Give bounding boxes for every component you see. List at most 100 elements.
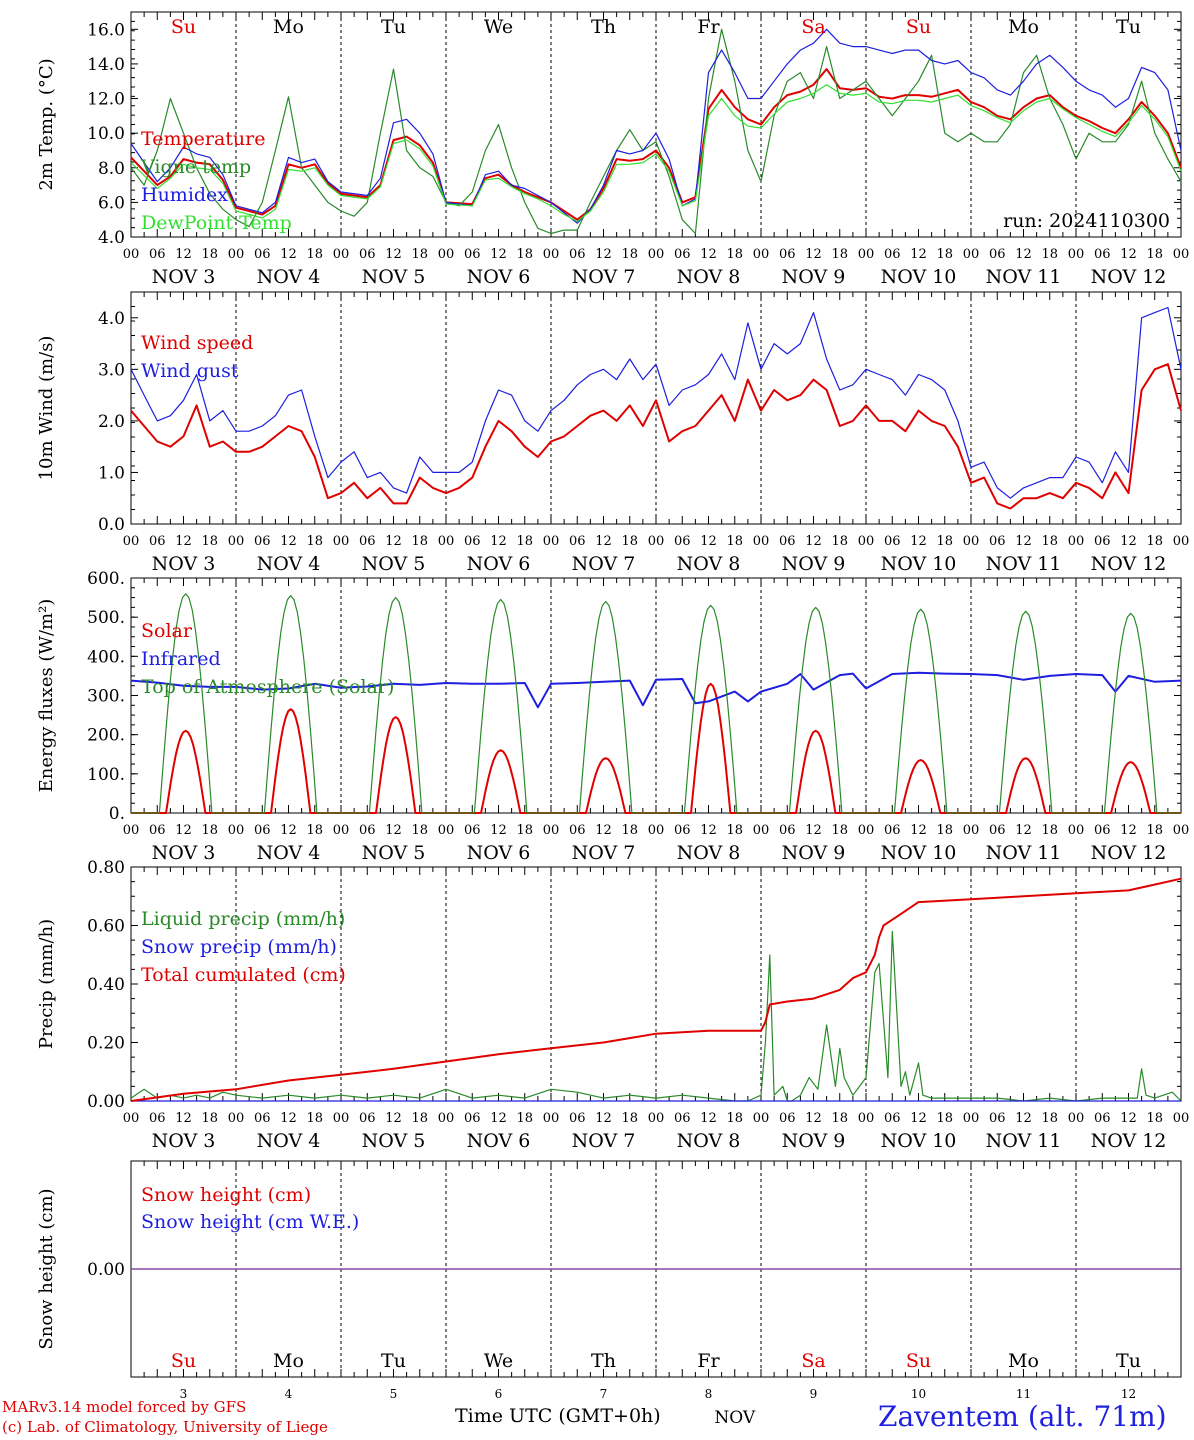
temperature-legend-entry: Humidex bbox=[141, 184, 228, 206]
snow-day-name: Tu bbox=[381, 1350, 406, 1372]
wind-hour-tick-label: 00 bbox=[648, 534, 665, 549]
temperature-hour-tick-label: 00 bbox=[1173, 247, 1190, 262]
temperature-hour-tick-label: 12 bbox=[280, 247, 297, 262]
energy-hour-tick-label: 18 bbox=[306, 823, 323, 838]
wind-date-label: NOV 11 bbox=[986, 553, 1062, 575]
snow-day-name: Th bbox=[591, 1350, 616, 1372]
bottom-day-number: 12 bbox=[1121, 1387, 1136, 1401]
temperature-date-label: NOV 12 bbox=[1091, 266, 1167, 288]
temperature-hour-tick-label: 12 bbox=[1015, 247, 1032, 262]
model-credit: MARv3.14 model forced by GFS bbox=[2, 1398, 247, 1416]
wind-hour-tick-label: 18 bbox=[1041, 534, 1058, 549]
precip-hour-tick-label: 06 bbox=[989, 1111, 1006, 1126]
precip-date-label: NOV 5 bbox=[362, 1130, 426, 1152]
wind-hour-tick-label: 12 bbox=[280, 534, 297, 549]
temperature-hour-tick-label: 06 bbox=[989, 247, 1006, 262]
wind-date-label: NOV 5 bbox=[362, 553, 426, 575]
x-axis-label: Time UTC (GMT+0h) bbox=[455, 1405, 661, 1427]
wind-hour-tick-label: 18 bbox=[306, 534, 323, 549]
energy-hour-tick-label: 06 bbox=[1094, 823, 1111, 838]
precip-hour-tick-label: 12 bbox=[175, 1111, 192, 1126]
wind-hour-tick-label: 00 bbox=[963, 534, 980, 549]
energy-date-label: NOV 9 bbox=[782, 842, 846, 864]
temperature-hour-tick-label: 06 bbox=[359, 247, 376, 262]
precip-hour-tick-label: 18 bbox=[201, 1111, 218, 1126]
energy-y-tick-label: 400. bbox=[87, 647, 125, 667]
snow-y-tick-label: 0.00 bbox=[87, 1260, 125, 1280]
energy-hour-tick-label: 06 bbox=[569, 823, 586, 838]
precip-hour-tick-label: 00 bbox=[333, 1111, 350, 1126]
energy-legend-entry: Solar bbox=[141, 620, 193, 642]
temperature-hour-tick-label: 06 bbox=[569, 247, 586, 262]
energy-hour-tick-label: 18 bbox=[621, 823, 638, 838]
wind-hour-tick-label: 00 bbox=[123, 534, 140, 549]
precip-hour-tick-label: 18 bbox=[516, 1111, 533, 1126]
temperature-day-name: Tu bbox=[1116, 16, 1141, 38]
energy-y-tick-label: 0. bbox=[109, 804, 125, 824]
wind-legend-entry: Wind speed bbox=[141, 332, 253, 354]
temperature-hour-tick-label: 18 bbox=[516, 247, 533, 262]
wind-hour-tick-label: 18 bbox=[726, 534, 743, 549]
energy-hour-tick-label: 18 bbox=[1146, 823, 1163, 838]
energy-y-axis-title: Energy fluxes (W/m²) bbox=[36, 599, 57, 793]
precip-hour-tick-label: 00 bbox=[753, 1111, 770, 1126]
temperature-series-line bbox=[130, 68, 1182, 221]
temperature-day-name: We bbox=[484, 16, 513, 38]
energy-date-label: NOV 4 bbox=[257, 842, 321, 864]
energy-hour-tick-label: 12 bbox=[490, 823, 507, 838]
temperature-date-label: NOV 9 bbox=[782, 266, 846, 288]
bottom-day-number: 7 bbox=[600, 1387, 608, 1401]
energy-hour-tick-label: 18 bbox=[936, 823, 953, 838]
energy-date-label: NOV 8 bbox=[677, 842, 741, 864]
energy-y-tick-label: 600. bbox=[87, 569, 125, 589]
precip-date-label: NOV 12 bbox=[1091, 1130, 1167, 1152]
temperature-hour-tick-label: 18 bbox=[306, 247, 323, 262]
precip-hour-tick-label: 12 bbox=[1120, 1111, 1137, 1126]
precip-legend-entry: Snow precip (mm/h) bbox=[141, 936, 337, 958]
wind-series-line bbox=[130, 363, 1182, 510]
energy-hour-tick-label: 12 bbox=[700, 823, 717, 838]
wind-date-label: NOV 12 bbox=[1091, 553, 1167, 575]
energy-hour-tick-label: 00 bbox=[1173, 823, 1190, 838]
wind-date-label: NOV 7 bbox=[572, 553, 636, 575]
wind-hour-tick-label: 12 bbox=[700, 534, 717, 549]
precip-hour-tick-label: 06 bbox=[674, 1111, 691, 1126]
energy-hour-tick-label: 00 bbox=[543, 823, 560, 838]
wind-hour-tick-label: 06 bbox=[1094, 534, 1111, 549]
temperature-day-name: Th bbox=[591, 16, 616, 38]
snow-y-axis-title: Snow height (cm) bbox=[36, 1188, 57, 1349]
snow-day-name: Sa bbox=[801, 1350, 825, 1372]
precip-date-label: NOV 6 bbox=[467, 1130, 531, 1152]
precip-hour-tick-label: 00 bbox=[648, 1111, 665, 1126]
wind-hour-tick-label: 18 bbox=[831, 534, 848, 549]
temperature-series-line bbox=[130, 84, 1182, 222]
wind-hour-tick-label: 00 bbox=[1068, 534, 1085, 549]
wind-legend-entry: Wind gust bbox=[141, 360, 239, 382]
energy-hour-tick-label: 06 bbox=[884, 823, 901, 838]
temperature-legend-entry: Temperature bbox=[141, 128, 265, 150]
energy-hour-tick-label: 18 bbox=[831, 823, 848, 838]
bottom-day-number: 10 bbox=[911, 1387, 926, 1401]
energy-date-label: NOV 12 bbox=[1091, 842, 1167, 864]
bottom-day-number: 3 bbox=[180, 1387, 188, 1401]
temperature-date-label: NOV 4 bbox=[257, 266, 321, 288]
precip-hour-tick-label: 00 bbox=[1068, 1111, 1085, 1126]
bottom-day-number: 5 bbox=[390, 1387, 398, 1401]
temperature-y-tick-label: 16.0 bbox=[87, 20, 125, 40]
temperature-day-name: Mo bbox=[273, 16, 304, 38]
temperature-day-name: Tu bbox=[381, 16, 406, 38]
wind-hour-tick-label: 06 bbox=[884, 534, 901, 549]
wind-hour-tick-label: 06 bbox=[254, 534, 271, 549]
precip-hour-tick-label: 18 bbox=[621, 1111, 638, 1126]
energy-date-label: NOV 5 bbox=[362, 842, 426, 864]
precip-y-tick-label: 0.60 bbox=[87, 917, 125, 937]
precip-date-label: NOV 11 bbox=[986, 1130, 1062, 1152]
temperature-hour-tick-label: 12 bbox=[385, 247, 402, 262]
precip-hour-tick-label: 00 bbox=[438, 1111, 455, 1126]
precip-panel bbox=[130, 866, 1182, 1102]
wind-hour-tick-label: 12 bbox=[595, 534, 612, 549]
bottom-month-label: NOV bbox=[714, 1408, 756, 1428]
wind-hour-tick-label: 12 bbox=[175, 534, 192, 549]
energy-legend-entry: Top of Atmosphere (Solar) bbox=[141, 676, 394, 698]
temperature-day-name: Fr bbox=[697, 16, 720, 38]
